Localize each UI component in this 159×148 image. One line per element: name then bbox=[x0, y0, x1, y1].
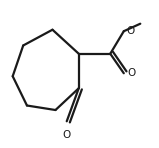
Text: O: O bbox=[63, 130, 71, 140]
Text: O: O bbox=[128, 68, 136, 78]
Text: O: O bbox=[127, 26, 135, 36]
